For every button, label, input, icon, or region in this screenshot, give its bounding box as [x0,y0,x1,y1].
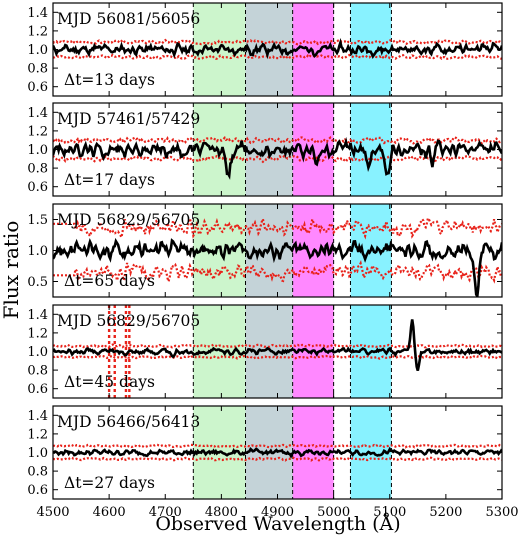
panel-5: 0.6 0.8 1.0 1.2 1.4 MJD 56466/56413 Δt=27 days [27,405,503,500]
panel-mjd-label: MJD 56466/56413 [57,413,200,431]
panel-dt-label: Δt=13 days [64,71,155,89]
x-tick-label: 4600 [93,505,126,520]
panel-4: 0.6 0.8 1.0 1.2 1.4 MJD 56829/56705 Δt=45 days [27,304,503,399]
panel-dt-label: Δt=65 days [64,272,155,290]
y-tick-label: 0.6 [27,483,48,498]
error-envelope-upper [53,135,502,146]
error-envelope-upper [53,38,502,46]
panel-plot-area [53,3,502,96]
y-tick-label: 0.8 [27,62,48,77]
flux-ratio-line [53,136,502,180]
y-tick-label: 0.8 [27,162,48,177]
wavelength-band-4 [350,103,392,196]
flux-ratio-line [53,319,502,371]
y-tick-label: 1.4 [27,308,48,323]
y-tick-label: 0.5 [27,275,48,290]
panel-dt-label: Δt=45 days [64,373,155,391]
y-tick-label: 0.8 [27,364,48,379]
flux-ratio-line [53,37,502,60]
error-envelope-lower [53,53,502,61]
y-tick-label: 1.0 [27,345,48,360]
error-envelope-lower [53,260,502,286]
error-envelope-upper [53,443,502,449]
panel-mjd-label: MJD 56081/56056 [57,10,200,28]
y-tick-label: 1.4 [27,106,48,121]
panel-plot-area [53,305,502,398]
y-tick-label: 0.8 [27,465,48,480]
y-tick-label: 1.0 [27,43,48,58]
flux-ratio-line [53,446,502,459]
y-tick-label: 0.6 [27,80,48,95]
panel-mjd-label: MJD 57461/57429 [57,110,200,128]
x-tick-label: 4800 [205,505,238,520]
y-tick-label: 1.4 [27,409,48,424]
panel-dt-label: Δt=27 days [64,474,155,492]
y-tick-label: 1.2 [27,427,48,442]
y-tick-label: 0.6 [27,382,48,397]
y-tick-label: 1.2 [27,326,48,341]
panel-dt-label: Δt=17 days [64,171,155,189]
x-tick-label: 5300 [485,505,518,520]
panel-mjd-label: MJD 56829/56705 [57,312,200,330]
panel-2: 0.6 0.8 1.0 1.2 1.4 MJD 57461/57429 Δt=17 days [27,102,503,197]
x-tick-label: 4700 [149,505,182,520]
error-envelope-upper [53,214,502,241]
x-tick-label: 4900 [261,505,294,520]
panel-plot-area [53,204,502,297]
y-tick-label: 0.6 [27,180,48,195]
x-tick-label: 5100 [373,505,406,520]
y-tick-label: 1.5 [27,213,48,228]
x-tick-label: 5200 [429,505,462,520]
error-envelope-lower [53,354,502,360]
y-tick-label: 1.0 [27,143,48,158]
x-tick-label: 4500 [36,505,69,520]
panel-plot-area [53,406,502,499]
y-tick-label: 1.2 [27,24,48,39]
x-axis-label: Observed Wavelength (Å) [155,513,400,535]
y-tick-label: 1.4 [27,6,48,21]
panel-mjd-label: MJD 56829/56705 [57,211,200,229]
y-axis-label: Flux ratio [0,221,23,320]
error-envelope-lower [53,456,502,462]
y-tick-label: 1.2 [27,124,48,139]
x-tick-label: 5000 [317,505,350,520]
panel-plot-area [53,103,502,196]
y-tick-label: 1.0 [27,244,48,259]
flux-ratio-line [53,237,502,297]
y-tick-label: 1.0 [27,446,48,461]
panel-1: 0.6 0.8 1.0 1.2 1.4 MJD 56081/56056 Δt=13 days [27,2,503,97]
panel-3: 0.5 1.0 1.5 MJD 56829/56705 Δt=65 days [27,203,503,298]
